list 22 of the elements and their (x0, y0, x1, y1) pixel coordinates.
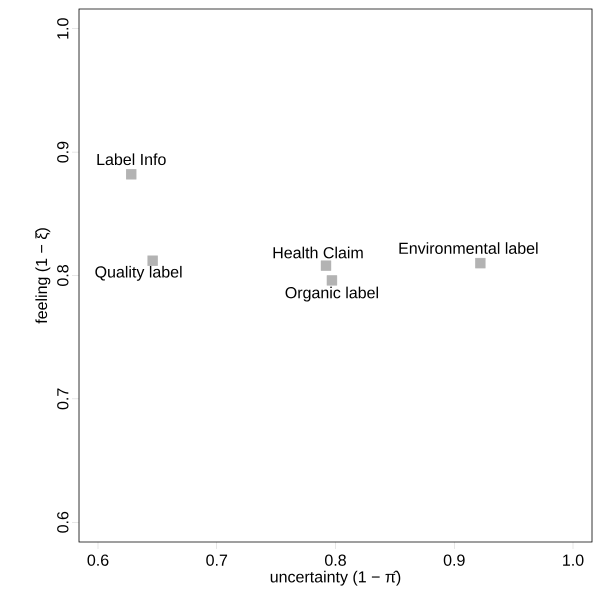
annotation: Environmental label (399, 242, 538, 254)
x-tick-label: 0.7 (206, 554, 228, 566)
y-tick-label: 0.9 (57, 142, 68, 163)
point (326, 275, 338, 286)
point (126, 169, 136, 180)
y-tick-label: 0.8 (57, 265, 68, 286)
annotation: Quality label (95, 266, 182, 281)
x-axis-title: uncertainty (1 − π̂) (270, 570, 400, 586)
y-tick-label: 0.7 (57, 388, 68, 410)
y-tick-label: 1.0 (57, 18, 68, 39)
x-tick-label: 0.9 (444, 554, 465, 566)
x-tick-label: 0.8 (325, 554, 346, 566)
y-tick-label: 0.6 (57, 512, 68, 533)
point (320, 260, 332, 271)
x-tick-label: 0.6 (88, 554, 108, 566)
annotation: Organic label (286, 286, 378, 302)
point (147, 255, 158, 266)
annotation: Label Info (97, 153, 166, 166)
annotation: Health Claim (274, 246, 363, 258)
point (475, 258, 486, 268)
y-axis-title: feeling (1 − ξ̂) (35, 228, 50, 324)
x-tick-label: 1.0 (563, 554, 584, 566)
